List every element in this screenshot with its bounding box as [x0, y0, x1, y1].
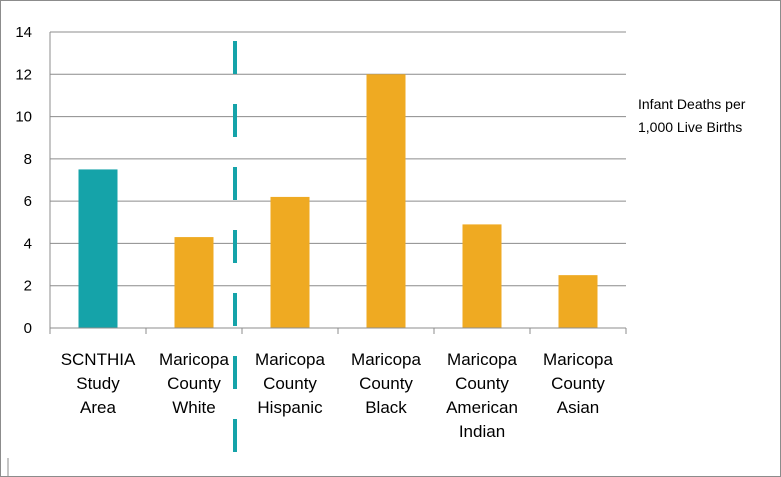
category-label: Maricopa County Black	[351, 350, 421, 417]
category-label: Maricopa County Hispanic	[255, 350, 325, 417]
y-tick-label: 8	[24, 151, 32, 168]
category-label-line: County	[551, 374, 605, 393]
y-tick-label: 10	[15, 109, 32, 126]
category-label-line: Area	[80, 398, 116, 417]
category-label-line: SCNTHIA	[61, 350, 136, 369]
category-label-line: Indian	[459, 422, 505, 441]
category-label-line: County	[455, 374, 509, 393]
category-label-line: White	[172, 398, 215, 417]
category-label-line: Maricopa	[255, 350, 325, 369]
category-label-line: Maricopa	[447, 350, 517, 369]
category-label-line: County	[359, 374, 413, 393]
bar	[558, 275, 598, 328]
category-label-line: County	[167, 374, 221, 393]
bar	[462, 224, 502, 328]
category-label: Maricopa County American Indian	[446, 350, 518, 441]
bar	[270, 196, 310, 328]
y-tick-label: 0	[24, 320, 32, 337]
category-label-line: Study	[76, 374, 120, 393]
category-label: Maricopa County White	[159, 350, 229, 417]
y-tick-label: 4	[24, 235, 32, 252]
category-label-line: American	[446, 398, 518, 417]
category-label-line: Maricopa	[351, 350, 421, 369]
category-label-line: Black	[365, 398, 407, 417]
category-label-line: Maricopa	[159, 350, 229, 369]
category-label: Maricopa County Asian	[543, 350, 613, 417]
category-label-line: Maricopa	[543, 350, 613, 369]
legend: Infant Deaths per 1,000 Live Births	[638, 96, 746, 135]
y-tick-label: 6	[24, 193, 32, 210]
category-label-line: Hispanic	[257, 398, 323, 417]
y-tick-label: 12	[15, 66, 32, 83]
category-label-line: County	[263, 374, 317, 393]
y-tick-label: 2	[24, 278, 32, 295]
legend-text: Infant Deaths per	[638, 96, 746, 112]
bars	[78, 74, 598, 329]
bar	[366, 74, 406, 329]
bar	[78, 169, 118, 328]
bar	[174, 237, 214, 328]
legend-text: 1,000 Live Births	[638, 119, 742, 135]
y-tick-label: 14	[15, 24, 32, 41]
y-axis-ticks: 0 2 4 6 8 10 12 14	[15, 24, 32, 337]
category-label-line: Asian	[557, 398, 600, 417]
category-label: SCNTHIA Study Area	[61, 350, 136, 417]
